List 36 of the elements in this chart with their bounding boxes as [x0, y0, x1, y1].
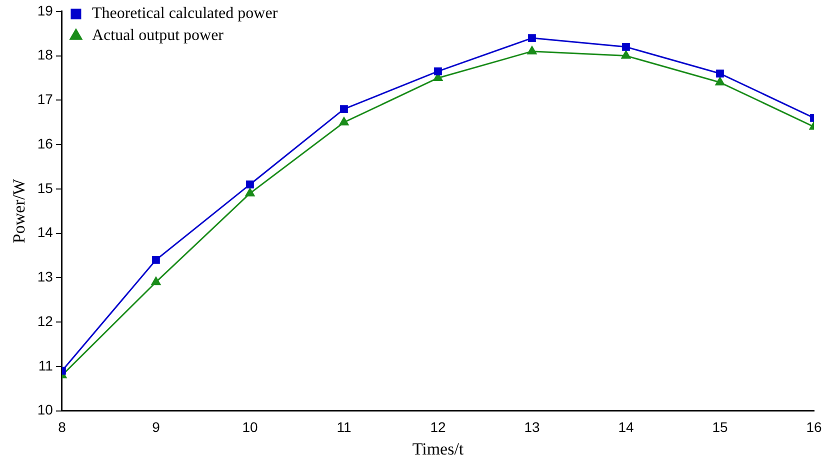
y-tick-label: 15	[37, 180, 54, 196]
point	[340, 105, 348, 113]
x-tick-label: 14	[618, 419, 634, 436]
x-tick-label: 15	[712, 419, 728, 436]
point	[527, 46, 537, 54]
point	[715, 77, 725, 86]
point	[622, 42, 630, 51]
x-tick-label: 9	[152, 419, 160, 436]
y-axis-title: Power/W	[10, 178, 29, 244]
point	[151, 276, 161, 286]
x-tick-label: 13	[524, 419, 540, 436]
y-tick-label: 16	[37, 135, 54, 152]
point	[528, 34, 536, 42]
legend-label: Actual output power	[92, 27, 224, 44]
y-tick-label: 19	[37, 2, 54, 18]
point	[339, 117, 349, 126]
y-tick-label: 17	[37, 91, 54, 108]
x-tick-label: 16	[806, 419, 822, 436]
x-tick-label: 11	[336, 419, 352, 436]
x-tick-label: 12	[430, 419, 446, 436]
point	[434, 67, 442, 76]
y-tick-label: 11	[38, 357, 54, 374]
point	[152, 256, 160, 264]
x-axis-title: Times/t	[412, 439, 464, 458]
x-tick-label: 10	[242, 419, 258, 436]
x-tick-label: 8	[58, 419, 66, 436]
point	[716, 70, 724, 78]
point	[621, 50, 631, 59]
y-tick-label: 13	[37, 268, 54, 285]
y-tick-label: 18	[37, 46, 54, 63]
y-tick-label: 14	[37, 224, 54, 240]
point	[245, 188, 255, 196]
legend-label: Theoretical calculated power	[92, 5, 278, 22]
y-tick-label: 12	[37, 312, 54, 329]
y-tick-label: 10	[37, 402, 54, 418]
point	[246, 180, 254, 188]
